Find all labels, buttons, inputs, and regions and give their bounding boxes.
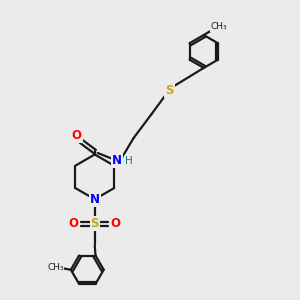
Text: N: N: [112, 154, 122, 167]
Text: O: O: [111, 217, 121, 230]
Text: O: O: [72, 129, 82, 142]
Text: H: H: [124, 156, 132, 166]
Text: CH₃: CH₃: [47, 263, 64, 272]
Text: O: O: [69, 217, 79, 230]
Text: S: S: [165, 84, 174, 97]
Text: CH₃: CH₃: [211, 22, 228, 31]
Text: N: N: [90, 193, 100, 206]
Text: S: S: [91, 217, 99, 230]
